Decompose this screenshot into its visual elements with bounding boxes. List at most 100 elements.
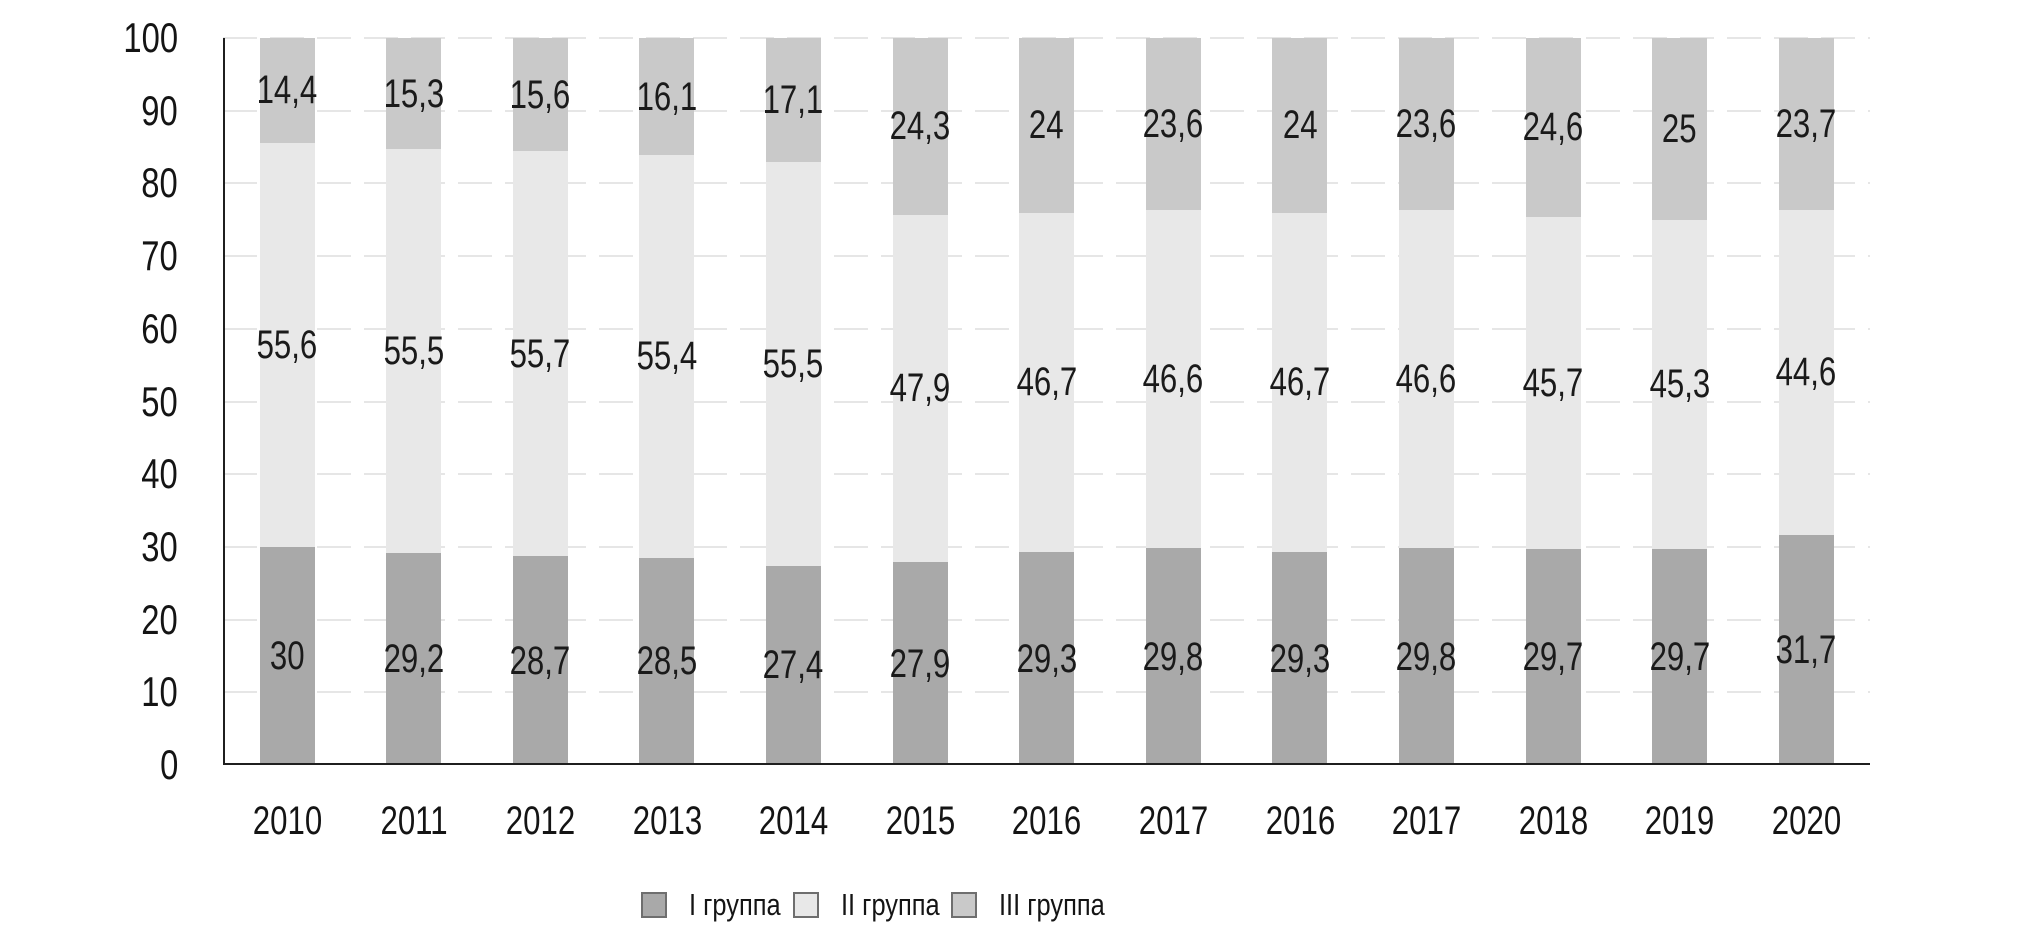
x-axis-tick-label: 2019 xyxy=(1616,799,1743,843)
bar-value-text: 46,6 xyxy=(1142,356,1204,401)
bar-value-label: 24 xyxy=(1272,38,1327,212)
bar-segment-series-1: 31,7 xyxy=(1775,534,1837,765)
bar-segment-series-1: 30 xyxy=(259,546,315,765)
bar-value-text: 47,9 xyxy=(889,366,951,411)
bar-segment-series-3: 23,7 xyxy=(1775,38,1837,211)
bar-segment-series-3: 15,6 xyxy=(510,38,571,152)
bar-value-text: 24,6 xyxy=(1522,105,1584,150)
bar-value-text: 16,1 xyxy=(636,74,698,119)
x-axis-tick-label: 2012 xyxy=(477,799,604,843)
bar-value-label: 45,7 xyxy=(1522,217,1584,549)
bar-2011-1: 29,2 55,5 15,3 xyxy=(383,38,444,765)
bar-value-text: 55,5 xyxy=(763,342,824,387)
bar-2017-7: 29,8 46,6 23,6 xyxy=(1142,38,1204,765)
bar-value-label: 23,6 xyxy=(1396,38,1457,210)
bar-segment-series-3: 17,1 xyxy=(763,38,824,163)
bar-2017-9: 29,8 46,6 23,6 xyxy=(1396,38,1457,765)
y-axis-tick-label: 40 xyxy=(18,452,178,496)
y-axis-tick-text: 90 xyxy=(141,86,178,134)
bar-value-text: 29,3 xyxy=(1016,636,1077,681)
bar-segment-series-1: 28,7 xyxy=(510,556,571,765)
bar-value-label: 29,3 xyxy=(1016,552,1077,765)
bar-value-text: 23,7 xyxy=(1775,102,1837,147)
plot-area: 30 55,6 14,4 29,2 55,5 15,3 28,7 55,7 15,6 28,5 55… xyxy=(223,37,1870,765)
x-axis-tick-label: 2014 xyxy=(730,799,857,843)
x-axis-tick-label: 2020 xyxy=(1743,799,1870,843)
bar-value-label: 44,6 xyxy=(1775,210,1837,534)
bar-value-label: 15,3 xyxy=(383,38,444,149)
bar-value-label: 29,7 xyxy=(1649,549,1710,765)
y-axis-tick-text: 80 xyxy=(141,159,178,207)
bar-value-label: 29,3 xyxy=(1269,552,1331,765)
bar-value-text: 29,7 xyxy=(1522,635,1584,680)
bar-2018-10: 29,7 45,7 24,6 xyxy=(1522,38,1584,765)
bar-value-label: 23,6 xyxy=(1143,38,1204,210)
bar-segment-series-3: 24,6 xyxy=(1522,38,1584,217)
y-axis-tick-text: 10 xyxy=(141,668,178,716)
bar-segment-series-1: 28,5 xyxy=(636,557,698,765)
x-axis-tick-label: 2013 xyxy=(604,799,731,843)
bar-value-text: 14,4 xyxy=(256,68,318,113)
bar-segment-series-3: 14,4 xyxy=(256,38,318,143)
bar-segment-series-1: 29,7 xyxy=(1649,549,1710,765)
bar-segment-series-2: 46,6 xyxy=(1396,209,1457,549)
x-axis-tick-text: 2012 xyxy=(505,799,576,843)
bar-value-label: 25 xyxy=(1652,38,1707,220)
y-axis-tick-text: 30 xyxy=(141,522,178,570)
bar-value-text: 55,5 xyxy=(383,328,444,373)
x-axis-tick-text: 2017 xyxy=(1391,799,1462,843)
bar-value-label: 24,6 xyxy=(1522,38,1584,217)
bar-value-text: 15,3 xyxy=(383,71,444,116)
legend-label: I группа xyxy=(689,887,781,922)
y-axis-tick-label: 30 xyxy=(18,522,178,570)
bar-2012-2: 28,7 55,7 15,6 xyxy=(510,38,571,765)
bar-value-text: 55,6 xyxy=(256,322,318,367)
bar-value-text: 29,3 xyxy=(1269,636,1331,681)
bar-segment-series-3: 24 xyxy=(1019,38,1075,213)
bar-segment-series-3: 24,3 xyxy=(890,38,950,215)
bar-2016-6: 29,3 46,7 24 xyxy=(1016,38,1077,765)
bar-value-label: 55,7 xyxy=(510,151,571,556)
legend-item: II группа xyxy=(792,887,940,922)
bar-2020-12: 31,7 44,6 23,7 xyxy=(1775,38,1837,765)
y-axis-tick-text: 20 xyxy=(141,595,178,643)
bar-segment-series-3: 23,6 xyxy=(1396,38,1457,210)
x-axis-tick-label: 2016 xyxy=(1237,799,1364,843)
bar-value-label: 46,6 xyxy=(1142,210,1204,549)
x-axis-tick-label: 2018 xyxy=(1490,799,1617,843)
bar-value-text: 45,7 xyxy=(1522,360,1584,405)
x-axis-tick-label: 2011 xyxy=(350,799,477,843)
bar-2019-11: 29,7 45,3 25 xyxy=(1649,38,1710,765)
bar-segment-series-1: 29,3 xyxy=(1269,552,1331,765)
bar-value-text: 31,7 xyxy=(1775,627,1837,672)
bar-segment-series-2: 55,5 xyxy=(763,162,824,566)
bar-value-label: 27,9 xyxy=(890,562,951,765)
bar-value-label: 55,5 xyxy=(383,149,444,552)
bar-value-text: 44,6 xyxy=(1775,350,1837,395)
x-axis-tick-text: 2018 xyxy=(1518,799,1588,843)
y-axis-tick-text: 50 xyxy=(141,377,178,425)
x-axis-tick-text: 2016 xyxy=(1265,799,1335,843)
y-axis-tick-label: 60 xyxy=(18,304,178,352)
x-axis-tick-label: 2017 xyxy=(1110,799,1237,843)
y-axis-tick-label: 90 xyxy=(18,86,178,134)
bar-value-label: 31,7 xyxy=(1775,535,1837,765)
y-axis-tick-label: 20 xyxy=(18,595,178,643)
x-axis-tick-text: 2020 xyxy=(1771,799,1842,843)
y-axis-tick-label: 10 xyxy=(18,670,178,714)
bar-value-label: 55,6 xyxy=(256,143,318,547)
bar-segment-series-2: 44,6 xyxy=(1775,210,1837,535)
legend-swatch-icon xyxy=(951,892,978,919)
bar-2010-0: 30 55,6 14,4 xyxy=(256,38,318,765)
bar-value-label: 28,5 xyxy=(636,558,698,765)
bar-value-label: 30 xyxy=(260,547,315,765)
bar-value-text: 55,4 xyxy=(636,334,698,379)
y-axis-tick-text: 60 xyxy=(141,304,178,352)
bar-value-label: 29,8 xyxy=(1396,548,1457,765)
bar-segment-series-1: 29,7 xyxy=(1522,549,1584,765)
bar-segment-series-3: 24 xyxy=(1272,38,1328,213)
y-axis-tick-label: 80 xyxy=(18,161,178,205)
bar-value-text: 28,5 xyxy=(636,639,698,684)
bar-value-label: 17,1 xyxy=(763,38,824,162)
bar-segment-series-2: 45,3 xyxy=(1649,219,1710,550)
